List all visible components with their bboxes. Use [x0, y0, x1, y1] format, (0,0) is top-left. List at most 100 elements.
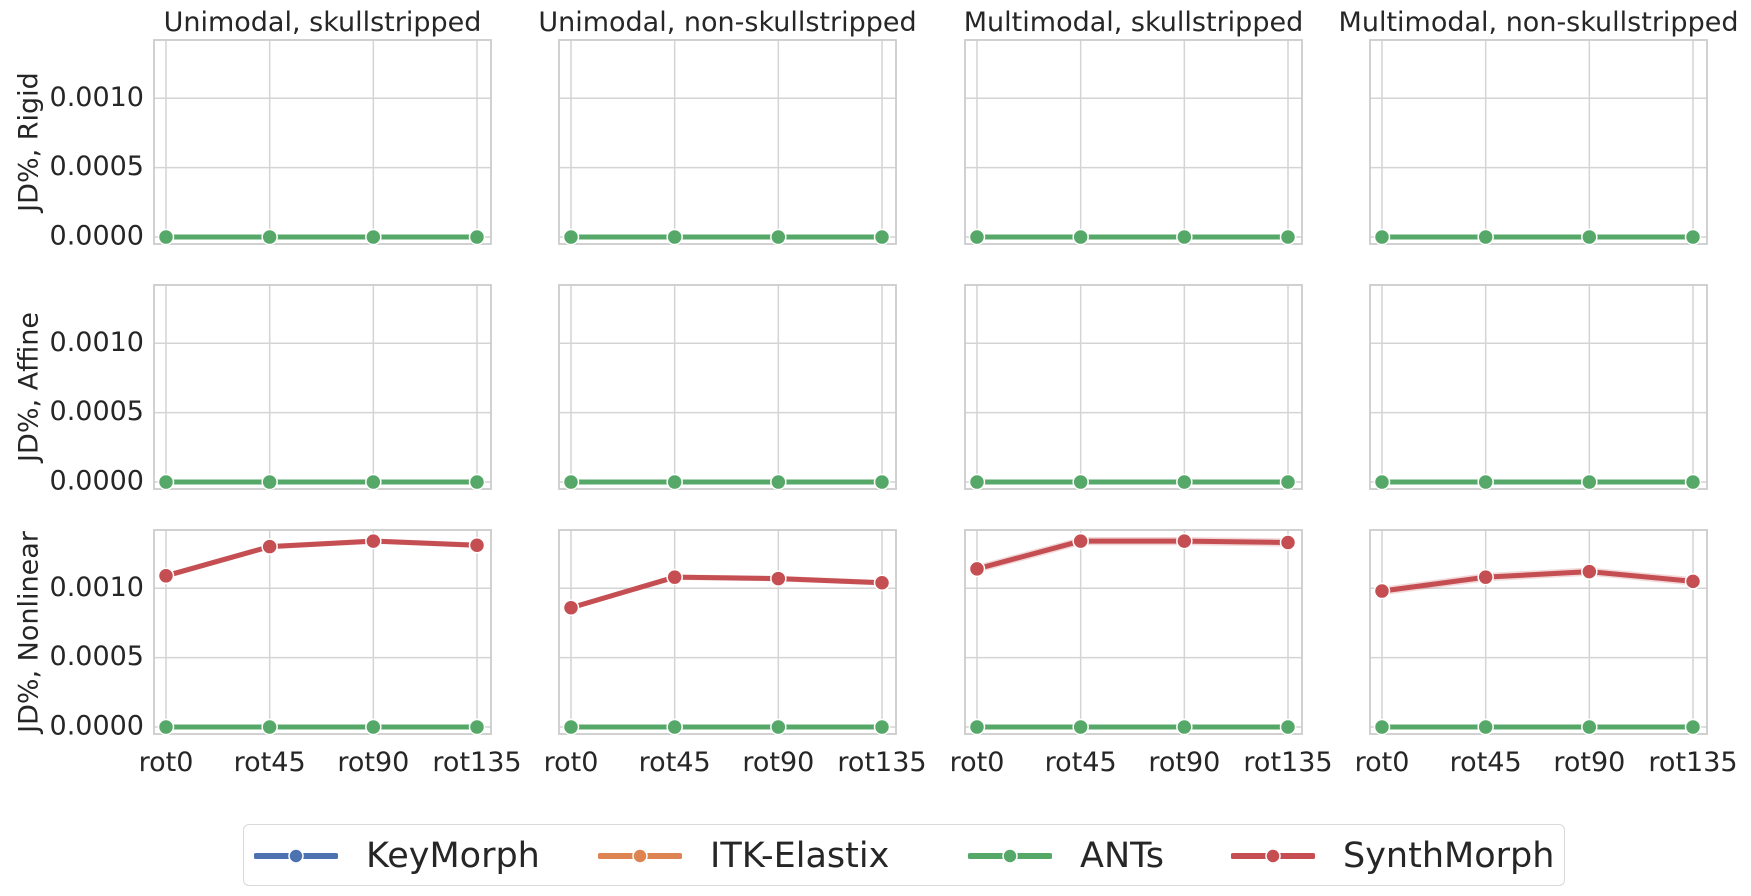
- panel-r1-c3-ants-point-4: [1279, 228, 1297, 246]
- panel-r3-c3-synthmorph-point-2: [1072, 532, 1089, 550]
- column-title-2: Unimodal, non-skullstripped: [538, 7, 916, 38]
- panel-r3-c3-xtick-label-1: rot0: [950, 747, 1005, 778]
- panel-r3-c4-xtick-label-3: rot90: [1553, 747, 1625, 778]
- panel-r3-c1-synthmorph-line: [163, 538, 480, 579]
- panel-r2-c1-frame: [153, 284, 492, 490]
- panel-r2-c3-ants-point-1: [968, 473, 986, 491]
- panel-r2-c1-ants-point-1: [157, 473, 175, 491]
- panel-r3-c4-synthmorph-line: [1379, 569, 1696, 594]
- panel-r1-c2-ants-point-4: [873, 228, 891, 246]
- panel-r3-c4-ants-point-4: [1684, 718, 1702, 736]
- panel-r2-c2-ants-point-2: [666, 473, 683, 491]
- panel-r1-c2-ants-point-3: [770, 228, 787, 246]
- panel-r2-c2-frame: [558, 284, 897, 490]
- legend-swatch-keymorph: [254, 848, 338, 864]
- panel-r1-c2-frame: [558, 39, 897, 245]
- panel-r2-c2-ants-point-3: [770, 473, 787, 491]
- row-label-3: JD%, Nonlinear: [14, 530, 45, 735]
- panel-r3-c4-synthmorph-point-1: [1373, 582, 1391, 600]
- panel-r3-c2-synthmorph-point-4: [873, 574, 891, 591]
- panel-r3-c2-synthmorph-line: [568, 574, 885, 611]
- panel-r3-c4-ants-point-2: [1477, 718, 1494, 736]
- panel-r3-c4-ants-point-3: [1581, 718, 1598, 736]
- panel-r3-c2-synthmorph-point-1: [562, 599, 580, 616]
- panel-r3-c2-ants-point-2: [666, 718, 683, 736]
- panel-r1-c1-frame: [153, 39, 492, 245]
- panel-r3-c3-synthmorph-point-3: [1176, 532, 1193, 550]
- legend-item-keymorph: KeyMorph: [254, 825, 540, 887]
- panel-r1-c3-ants-point-2: [1072, 228, 1089, 246]
- panel-r3-c3-ants-point-3: [1176, 718, 1193, 736]
- panel-r2-c3-ants-point-2: [1072, 473, 1089, 491]
- panel-r2-c4-ants-point-4: [1684, 473, 1702, 491]
- panel-r3-c2-xtick-label-3: rot90: [742, 747, 814, 778]
- legend-item-synthmorph: SynthMorph: [1231, 825, 1554, 887]
- panel-r1-c4-frame: [1369, 39, 1708, 245]
- panel-r1-c1-ytick-label-2: 0.0005: [50, 151, 144, 182]
- panel-r3-c3-ants-point-4: [1279, 718, 1297, 736]
- panel-r3-c1-synthmorph-point-1: [157, 567, 175, 585]
- panel-r2-c2-ants-point-4: [873, 473, 891, 491]
- panel-r3-c4-xtick-label-2: rot45: [1450, 747, 1522, 778]
- panel-r3-c1-ants-point-4: [468, 718, 486, 736]
- panel-r3-c2-synthmorph-point-2: [666, 568, 683, 586]
- panel-r1-c2-ants-point-2: [666, 228, 683, 246]
- panel-r3-c3-xtick-label-2: rot45: [1045, 747, 1117, 778]
- panel-r3-c2-xtick-label-4: rot135: [837, 747, 926, 778]
- panel-r3-c3-synthmorph-line: [974, 538, 1291, 572]
- row-label-1: JD%, Rigid: [14, 72, 45, 214]
- column-title-3: Multimodal, skullstripped: [964, 7, 1303, 38]
- panel-r3-c3-ants-point-1: [968, 718, 986, 736]
- panel-r1-c4-ants-point-2: [1477, 228, 1494, 246]
- legend-label-ants: ANTs: [1080, 836, 1164, 876]
- panel-r1-c1-ytick-label-1: 0.0000: [50, 221, 144, 252]
- column-title-4: Multimodal, non-skullstripped: [1339, 7, 1739, 38]
- panel-r3-c1-ytick-label-1: 0.0000: [50, 711, 144, 742]
- panel-r3-c2-frame: [558, 529, 897, 735]
- panel-r2-c1-ytick-label-2: 0.0005: [50, 396, 144, 427]
- panel-r2-c3-ants-point-4: [1279, 473, 1297, 491]
- panel-r1-c1-ants-point-3: [365, 228, 382, 246]
- legend-swatch-synthmorph: [1231, 848, 1315, 864]
- panel-r2-c1-ytick-label-1: 0.0000: [50, 466, 144, 497]
- legend-label-synthmorph: SynthMorph: [1343, 836, 1555, 876]
- panel-r3-c3-frame: [964, 529, 1303, 735]
- panel-r1-c1-ytick-label-3: 0.0010: [50, 82, 144, 113]
- panel-r3-c1-xtick-label-4: rot135: [432, 747, 521, 778]
- panel-r3-c4-frame: [1369, 529, 1708, 735]
- panel-r1-c3-ants-point-1: [968, 228, 986, 246]
- panel-r3-c3-synthmorph-point-4: [1279, 534, 1297, 551]
- legend-item-itk-elastix: ITK-Elastix: [598, 825, 889, 887]
- panel-r1-c3-ants-point-3: [1176, 228, 1193, 246]
- panel-r3-c3-synthmorph-point-1: [968, 560, 986, 578]
- panel-r2-c4-ants-point-1: [1373, 473, 1391, 491]
- legend-item-ants: ANTs: [968, 825, 1164, 887]
- panel-r1-c1-ants-point-1: [157, 228, 175, 246]
- column-title-1: Unimodal, skullstripped: [164, 7, 482, 38]
- panel-r3-c1-synthmorph-point-3: [365, 532, 382, 550]
- panel-r2-c1-ants-point-2: [261, 473, 278, 491]
- panel-r2-c2-ants-point-1: [562, 473, 580, 491]
- panel-r1-c2-ants-point-1: [562, 228, 580, 246]
- panel-r2-c3-frame: [964, 284, 1303, 490]
- panel-r3-c2-xtick-label-1: rot0: [544, 747, 599, 778]
- panel-r3-c4-synthmorph-point-2: [1477, 568, 1494, 586]
- panel-r3-c4-synthmorph-ci-band: [1382, 567, 1693, 596]
- panel-r3-c2-ants-point-3: [770, 718, 787, 736]
- legend-swatch-ants: [968, 848, 1052, 864]
- panel-r3-c1-ants-point-1: [157, 718, 175, 736]
- panel-r3-c4-synthmorph-point-3: [1581, 563, 1598, 580]
- panel-r3-c1-ytick-label-3: 0.0010: [50, 572, 144, 603]
- panel-r3-c4-ants-point-1: [1373, 718, 1391, 736]
- panel-r3-c2-ants-point-1: [562, 718, 580, 736]
- row-label-2: JD%, Affine: [14, 312, 45, 464]
- panel-r3-c1-xtick-label-1: rot0: [139, 747, 194, 778]
- panel-r3-c1-ytick-label-2: 0.0005: [50, 641, 144, 672]
- panel-r2-c3-ants-point-3: [1176, 473, 1193, 491]
- panel-r3-c1-ants-point-2: [261, 718, 278, 736]
- panel-r3-c1-ants-point-3: [365, 718, 382, 736]
- panel-r1-c1-ants-point-2: [261, 228, 278, 246]
- panel-r3-c1-synthmorph-point-4: [468, 537, 486, 554]
- panel-r3-c2-ants-point-4: [873, 718, 891, 736]
- panel-r2-c4-ants-point-3: [1581, 473, 1598, 491]
